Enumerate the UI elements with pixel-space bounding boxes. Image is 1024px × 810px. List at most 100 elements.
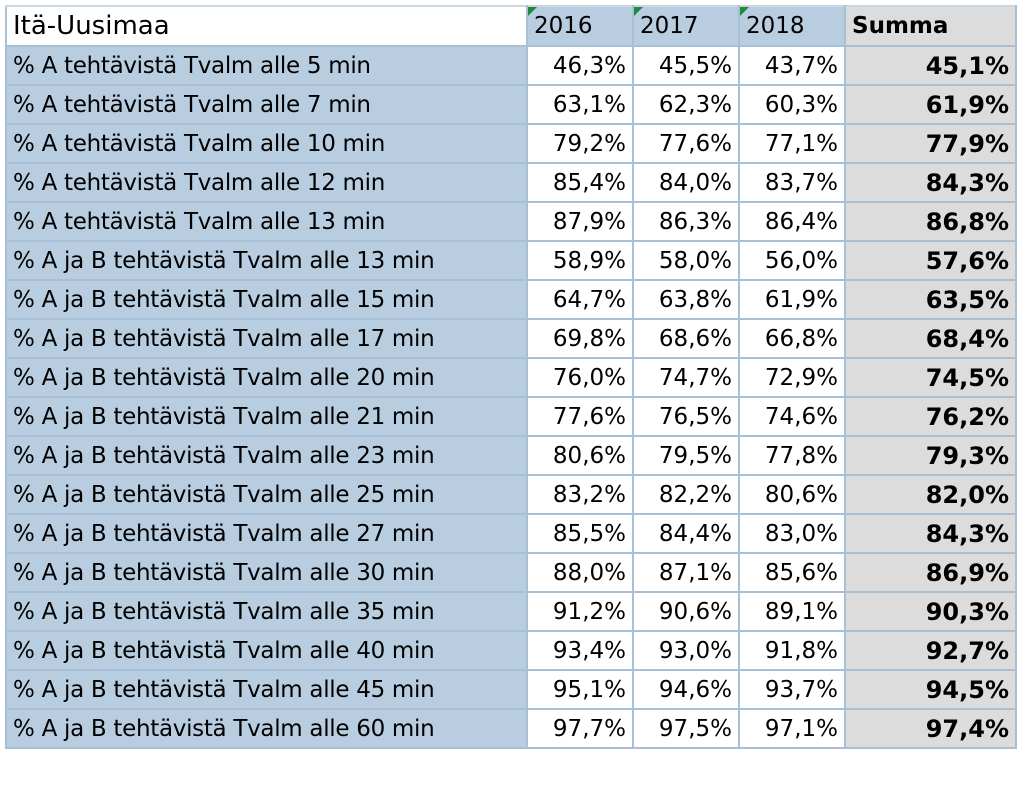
- year-header-2017[interactable]: 2017: [632, 5, 740, 47]
- value-2017[interactable]: 68,6%: [632, 318, 740, 359]
- value-2018[interactable]: 85,6%: [738, 552, 846, 593]
- value-2016[interactable]: 77,6%: [526, 396, 634, 437]
- row-label[interactable]: % A tehtävistä Tvalm alle 13 min: [5, 201, 528, 242]
- table-row: % A ja B tehtävistä Tvalm alle 25 min 83,…: [5, 474, 1017, 515]
- row-label[interactable]: % A tehtävistä Tvalm alle 7 min: [5, 84, 528, 125]
- table-row: % A tehtävistä Tvalm alle 7 min 63,1% 62,3…: [5, 84, 1017, 125]
- value-2017[interactable]: 84,0%: [632, 162, 740, 203]
- corner-marker-icon: [741, 8, 749, 16]
- value-2018[interactable]: 80,6%: [738, 474, 846, 515]
- value-2017[interactable]: 45,5%: [632, 45, 740, 86]
- value-2017[interactable]: 58,0%: [632, 240, 740, 281]
- value-2016[interactable]: 63,1%: [526, 84, 634, 125]
- value-2018[interactable]: 66,8%: [738, 318, 846, 359]
- value-2018[interactable]: 77,8%: [738, 435, 846, 476]
- value-2016[interactable]: 93,4%: [526, 630, 634, 671]
- value-2017[interactable]: 84,4%: [632, 513, 740, 554]
- value-2018[interactable]: 83,7%: [738, 162, 846, 203]
- value-2016[interactable]: 87,9%: [526, 201, 634, 242]
- row-label[interactable]: % A ja B tehtävistä Tvalm alle 60 min: [5, 708, 528, 749]
- row-label[interactable]: % A ja B tehtävistä Tvalm alle 45 min: [5, 669, 528, 710]
- value-2018[interactable]: 61,9%: [738, 279, 846, 320]
- value-2018[interactable]: 91,8%: [738, 630, 846, 671]
- row-label[interactable]: % A ja B tehtävistä Tvalm alle 23 min: [5, 435, 528, 476]
- row-label[interactable]: % A ja B tehtävistä Tvalm alle 30 min: [5, 552, 528, 593]
- value-2017[interactable]: 86,3%: [632, 201, 740, 242]
- value-2018[interactable]: 93,7%: [738, 669, 846, 710]
- value-2016[interactable]: 46,3%: [526, 45, 634, 86]
- value-2016[interactable]: 91,2%: [526, 591, 634, 632]
- value-2017[interactable]: 97,5%: [632, 708, 740, 749]
- value-2016[interactable]: 85,5%: [526, 513, 634, 554]
- value-2016[interactable]: 88,0%: [526, 552, 634, 593]
- sum-value[interactable]: 86,8%: [844, 201, 1017, 242]
- value-2018[interactable]: 60,3%: [738, 84, 846, 125]
- value-2018[interactable]: 56,0%: [738, 240, 846, 281]
- corner-marker-icon: [635, 8, 643, 16]
- value-2016[interactable]: 64,7%: [526, 279, 634, 320]
- value-2016[interactable]: 79,2%: [526, 123, 634, 164]
- sum-value[interactable]: 61,9%: [844, 84, 1017, 125]
- value-2018[interactable]: 83,0%: [738, 513, 846, 554]
- value-2018[interactable]: 74,6%: [738, 396, 846, 437]
- row-label[interactable]: % A ja B tehtävistä Tvalm alle 20 min: [5, 357, 528, 398]
- value-2016[interactable]: 95,1%: [526, 669, 634, 710]
- year-header-2016[interactable]: 2016: [526, 5, 634, 47]
- sum-value[interactable]: 57,6%: [844, 240, 1017, 281]
- value-2016[interactable]: 76,0%: [526, 357, 634, 398]
- row-label[interactable]: % A ja B tehtävistä Tvalm alle 25 min: [5, 474, 528, 515]
- row-label[interactable]: % A ja B tehtävistä Tvalm alle 40 min: [5, 630, 528, 671]
- sum-header[interactable]: Summa: [844, 5, 1017, 47]
- row-label[interactable]: % A ja B tehtävistä Tvalm alle 35 min: [5, 591, 528, 632]
- sum-value[interactable]: 84,3%: [844, 162, 1017, 203]
- sum-value[interactable]: 92,7%: [844, 630, 1017, 671]
- value-2017[interactable]: 63,8%: [632, 279, 740, 320]
- sum-value[interactable]: 63,5%: [844, 279, 1017, 320]
- value-2017[interactable]: 93,0%: [632, 630, 740, 671]
- sum-value[interactable]: 97,4%: [844, 708, 1017, 749]
- value-2016[interactable]: 69,8%: [526, 318, 634, 359]
- value-2018[interactable]: 43,7%: [738, 45, 846, 86]
- value-2017[interactable]: 87,1%: [632, 552, 740, 593]
- sum-value[interactable]: 76,2%: [844, 396, 1017, 437]
- row-label[interactable]: % A ja B tehtävistä Tvalm alle 15 min: [5, 279, 528, 320]
- row-label[interactable]: % A ja B tehtävistä Tvalm alle 13 min: [5, 240, 528, 281]
- value-2016[interactable]: 58,9%: [526, 240, 634, 281]
- sum-value[interactable]: 45,1%: [844, 45, 1017, 86]
- table-title[interactable]: Itä-Uusimaa: [5, 5, 528, 47]
- sum-value[interactable]: 77,9%: [844, 123, 1017, 164]
- value-2017[interactable]: 79,5%: [632, 435, 740, 476]
- value-2016[interactable]: 80,6%: [526, 435, 634, 476]
- value-2016[interactable]: 83,2%: [526, 474, 634, 515]
- table-row: % A ja B tehtävistä Tvalm alle 21 min 77,…: [5, 396, 1017, 437]
- row-label[interactable]: % A tehtävistä Tvalm alle 10 min: [5, 123, 528, 164]
- value-2017[interactable]: 74,7%: [632, 357, 740, 398]
- sum-value[interactable]: 84,3%: [844, 513, 1017, 554]
- value-2018[interactable]: 86,4%: [738, 201, 846, 242]
- sum-value[interactable]: 94,5%: [844, 669, 1017, 710]
- sum-value[interactable]: 79,3%: [844, 435, 1017, 476]
- value-2016[interactable]: 97,7%: [526, 708, 634, 749]
- row-label[interactable]: % A tehtävistä Tvalm alle 12 min: [5, 162, 528, 203]
- value-2017[interactable]: 82,2%: [632, 474, 740, 515]
- value-2018[interactable]: 77,1%: [738, 123, 846, 164]
- sum-value[interactable]: 90,3%: [844, 591, 1017, 632]
- value-2018[interactable]: 72,9%: [738, 357, 846, 398]
- sum-value[interactable]: 74,5%: [844, 357, 1017, 398]
- value-2017[interactable]: 94,6%: [632, 669, 740, 710]
- value-2017[interactable]: 76,5%: [632, 396, 740, 437]
- year-header-2018[interactable]: 2018: [738, 5, 846, 47]
- value-2018[interactable]: 89,1%: [738, 591, 846, 632]
- row-label[interactable]: % A ja B tehtävistä Tvalm alle 21 min: [5, 396, 528, 437]
- row-label[interactable]: % A ja B tehtävistä Tvalm alle 17 min: [5, 318, 528, 359]
- row-label[interactable]: % A tehtävistä Tvalm alle 5 min: [5, 45, 528, 86]
- value-2017[interactable]: 77,6%: [632, 123, 740, 164]
- row-label[interactable]: % A ja B tehtävistä Tvalm alle 27 min: [5, 513, 528, 554]
- sum-value[interactable]: 86,9%: [844, 552, 1017, 593]
- value-2017[interactable]: 62,3%: [632, 84, 740, 125]
- value-2018[interactable]: 97,1%: [738, 708, 846, 749]
- value-2016[interactable]: 85,4%: [526, 162, 634, 203]
- sum-value[interactable]: 68,4%: [844, 318, 1017, 359]
- value-2017[interactable]: 90,6%: [632, 591, 740, 632]
- sum-value[interactable]: 82,0%: [844, 474, 1017, 515]
